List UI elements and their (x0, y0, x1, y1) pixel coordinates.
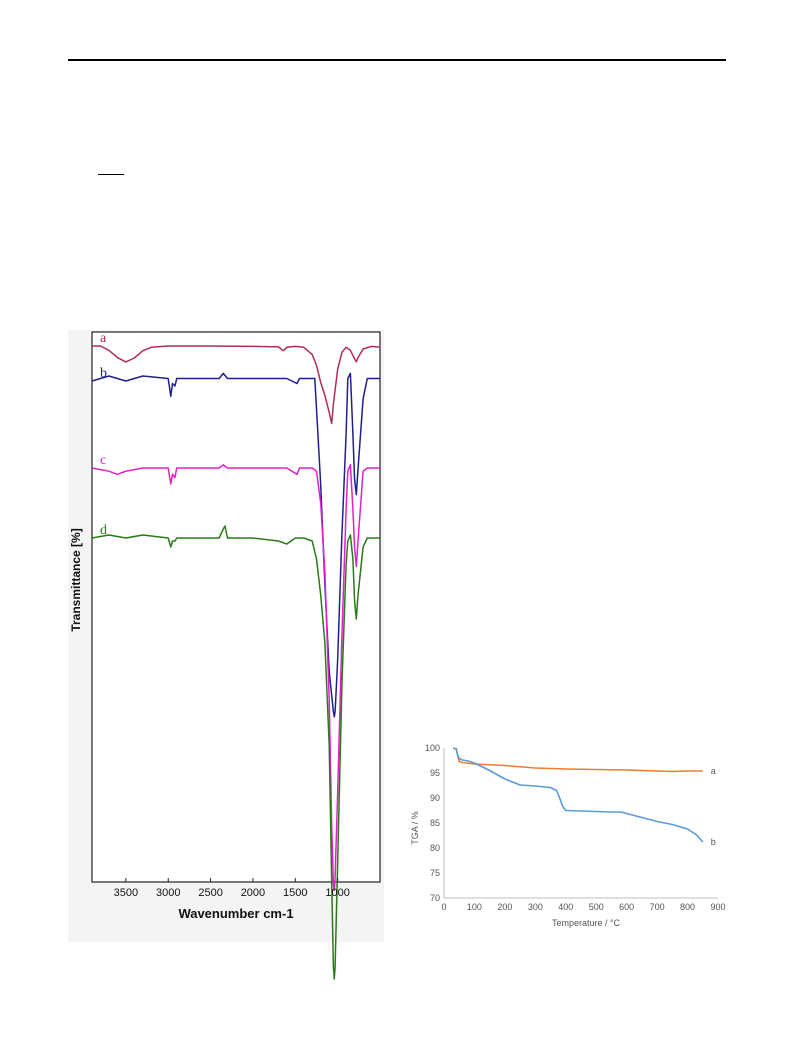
tga-x-tick-label: 0 (441, 902, 446, 912)
ftir-y-axis-label: Transmittance [%] (69, 528, 83, 631)
tga-x-tick-label: 900 (710, 902, 725, 912)
ftir-series-a-label: a (100, 331, 107, 346)
tga-y-tick-label: 75 (430, 868, 440, 878)
tga-x-tick-label: 400 (558, 902, 573, 912)
ftir-x-tick-label: 1500 (283, 887, 307, 899)
ftir-x-tick-label: 2500 (198, 887, 222, 899)
ftir-series-a-line (92, 345, 381, 425)
tga-y-tick-label: 100 (425, 743, 440, 753)
tga-x-tick-label: 100 (467, 902, 482, 912)
tga-series-a-line (455, 747, 703, 773)
ftir-x-tick-label: 3000 (156, 887, 180, 899)
blank-underline (98, 174, 124, 175)
header-rule (68, 59, 726, 61)
tga-x-tick-label: 600 (619, 902, 634, 912)
tga-y-tick-label: 70 (430, 893, 440, 903)
tga-y-axis-label: TGA / % (410, 811, 420, 845)
ftir-chart: 3500 3000 2500 2000 1500 1000 a b c d Wavenumber… (69, 331, 381, 980)
ftir-series-d-line (91, 525, 380, 980)
tga-x-tick-label: 200 (497, 902, 512, 912)
ftir-x-tick-label: 3500 (114, 887, 138, 899)
ftir-series-b-line (91, 372, 380, 718)
tga-x-tick-label: 800 (680, 902, 695, 912)
ftir-x-tick-label: 2000 (241, 887, 265, 899)
ftir-series-d-label: d (100, 523, 107, 538)
tga-chart-panel: 0 100 200 300 400 500 600 700 800 900 70 75 80 85 90 95… (404, 738, 730, 934)
ftir-chart-panel: 3500 3000 2500 2000 1500 1000 a b c d Wavenumber… (68, 330, 384, 980)
ftir-series-c-line (91, 464, 380, 892)
tga-series-b-line (452, 747, 704, 843)
tga-series-b-label: b (711, 837, 716, 847)
tga-y-tick-label: 80 (430, 843, 440, 853)
tga-y-tick-label: 95 (430, 768, 440, 778)
ftir-series-b-label: b (100, 366, 107, 381)
tga-x-tick-label: 700 (650, 902, 665, 912)
tga-y-tick-label: 85 (430, 818, 440, 828)
ftir-x-tick-label: 1000 (325, 887, 349, 899)
ftir-series-c-label: c (100, 453, 106, 468)
tga-chart: 0 100 200 300 400 500 600 700 800 900 70 75 80 85 90 95… (410, 743, 726, 928)
tga-x-tick-label: 500 (589, 902, 604, 912)
tga-y-tick-label: 90 (430, 793, 440, 803)
tga-series-a-label: a (711, 766, 716, 776)
tga-x-tick-label: 300 (528, 902, 543, 912)
tga-x-axis-label: Temperature / °C (552, 918, 621, 928)
ftir-x-axis-label: Wavenumber cm-1 (178, 906, 293, 921)
